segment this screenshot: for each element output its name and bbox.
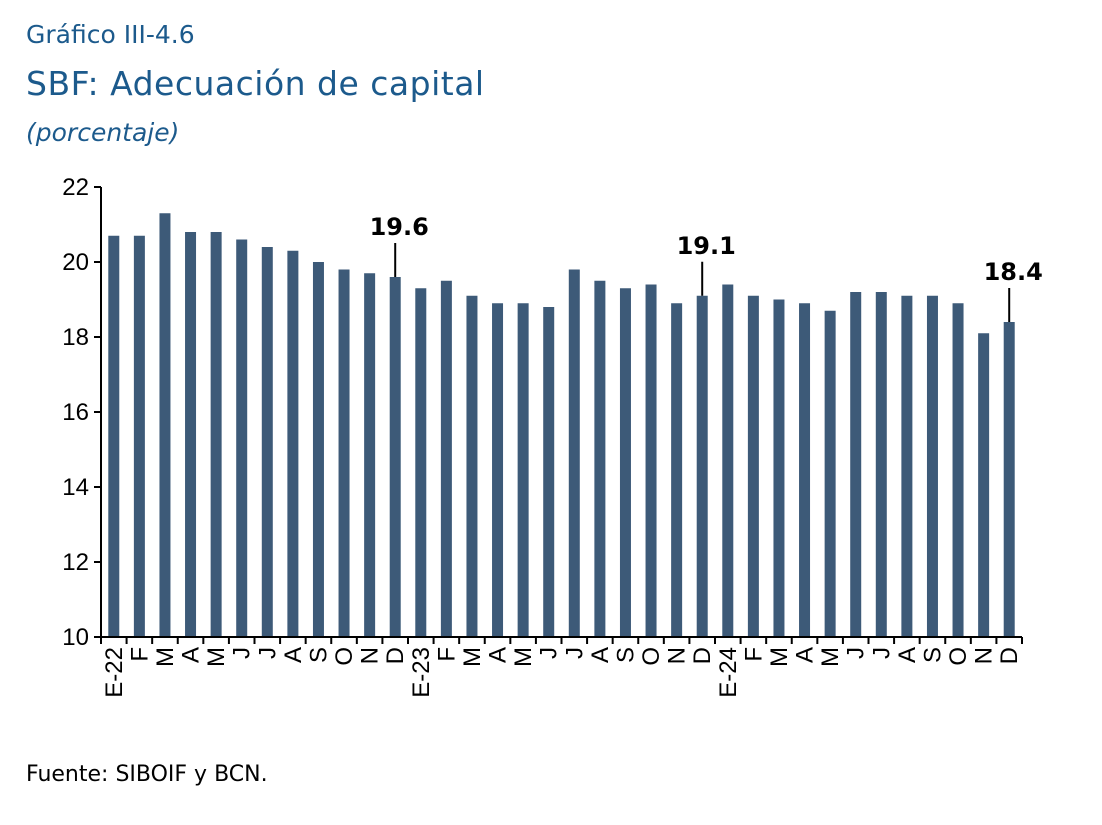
bar [926,295,938,637]
y-tick-label: 14 [62,474,89,501]
x-tick-label: M [152,647,179,667]
bar [594,280,606,637]
bar [364,273,376,637]
bar [696,295,708,637]
x-tick-label: O [945,647,972,666]
bar [389,277,401,637]
chart-units: (porcentaje) [26,118,180,147]
x-tick-label: M [459,647,486,667]
x-tick-label: E-24 [715,647,742,698]
x-tick-label: N [357,647,384,664]
y-tick-label: 20 [62,249,89,276]
x-tick-label: J [254,647,281,659]
bar [261,247,273,637]
bar [722,284,734,637]
figure-number: Gráfico III-4.6 [26,20,195,49]
x-tick-label: F [433,647,460,662]
bar [312,262,324,637]
x-tick-label: S [919,647,946,663]
x-tick-label: D [382,647,409,664]
bar [824,310,836,637]
x-tick-label: J [536,647,563,659]
x-tick-label: S [305,647,332,663]
data-label: 19.6 [370,213,429,241]
bar [210,232,222,637]
x-tick-label: N [971,647,998,664]
y-tick-label: 16 [62,399,89,426]
bar [799,303,811,637]
x-tick-label: E-22 [101,647,128,698]
bars-group [108,213,1015,637]
bar [619,288,631,637]
bar [773,299,785,637]
bar [159,213,171,637]
axes-group [94,186,1023,644]
bar [850,292,862,637]
y-tick-label: 18 [62,324,89,351]
x-tick-label: D [689,647,716,664]
bar [440,280,452,637]
bar [568,269,580,637]
bar [747,295,759,637]
x-tick-label: J [561,647,588,659]
x-tick-label: A [280,647,307,663]
bar [1003,322,1015,637]
bar [236,239,248,637]
y-tick-label: 10 [62,624,89,651]
y-tick-label: 22 [62,174,89,201]
bar [671,303,683,637]
x-tick-label: A [894,647,921,663]
bar [287,250,299,637]
bar [543,307,555,637]
x-tick-label: J [229,647,256,659]
data-label: 19.1 [677,232,736,260]
x-tick-label: A [178,647,205,663]
bar [185,232,197,637]
x-tick-label: M [203,647,230,667]
bar [415,288,427,637]
bar [875,292,887,637]
bar [517,303,529,637]
x-tick-label: D [996,647,1023,664]
x-tick-label: M [817,647,844,667]
bar [466,295,478,637]
data-label: 18.4 [984,258,1043,286]
x-tick-label: J [868,647,895,659]
bar [645,284,657,637]
x-tick-label: N [664,647,691,664]
bar [952,303,964,637]
y-tick-label: 12 [62,549,89,576]
x-tick-label: O [638,647,665,666]
x-tick-label: M [766,647,793,667]
bar [133,235,145,637]
source-note: Fuente: SIBOIF y BCN. [26,762,268,787]
x-tick-label: O [331,647,358,666]
bar [108,235,120,637]
x-tick-label: A [485,647,512,663]
chart-title: SBF: Adecuación de capital [26,64,485,103]
x-tick-label: J [843,647,870,659]
bar [338,269,350,637]
bar [978,333,990,637]
bar [492,303,504,637]
x-tick-label: A [587,647,614,663]
x-tick-label: E-23 [408,647,435,698]
x-tick-label: A [792,647,819,663]
labels-group: 10121416182022E-22FMAMJJASONDE-23FMAMJJA… [62,174,1043,698]
x-tick-label: F [126,647,153,662]
x-tick-label: F [740,647,767,662]
bar [901,295,913,637]
x-tick-label: S [612,647,639,663]
x-tick-label: M [510,647,537,667]
